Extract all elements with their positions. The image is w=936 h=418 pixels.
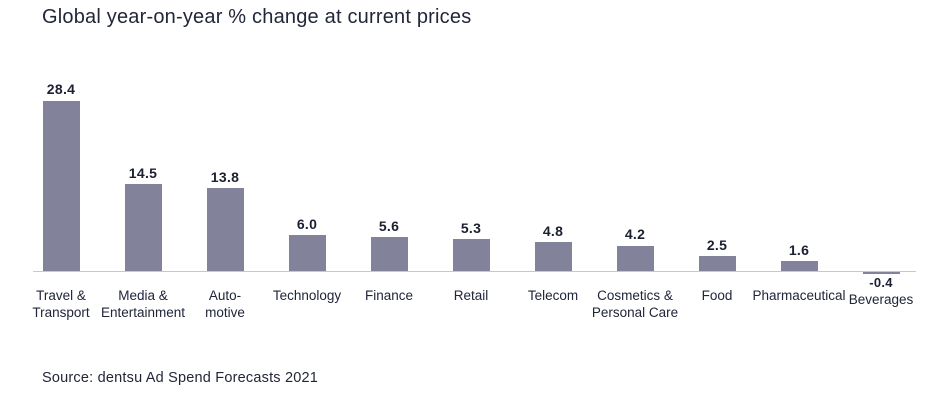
bar-value-label: 6.0 <box>296 215 318 232</box>
bar-column: 14.5 <box>102 164 184 271</box>
category-label: Media & Entertainment <box>100 288 186 320</box>
bar-value-label: 5.3 <box>460 219 482 236</box>
bar-column: 6.0 <box>266 215 348 271</box>
bar-column: 5.6 <box>348 218 430 271</box>
category-column: Technology <box>266 272 348 322</box>
bar-column: 13.8 <box>184 168 266 271</box>
category-label: Retail <box>453 288 489 303</box>
category-column: Cosmetics & Personal Care <box>591 272 679 322</box>
bar <box>698 256 736 271</box>
bar-value-label: -0.4 <box>869 275 893 291</box>
bar <box>452 239 490 271</box>
category-label: Pharmaceutical <box>752 288 846 303</box>
bar <box>288 235 326 271</box>
bar-value-label: 14.5 <box>128 164 158 181</box>
bar <box>124 184 162 271</box>
category-label: Food <box>701 288 733 303</box>
category-column: Auto- motive <box>184 272 266 322</box>
chart-title: Global year-on-year % change at current … <box>42 6 472 28</box>
category-column: Travel & Transport <box>20 272 102 322</box>
category-label: Auto- motive <box>205 288 245 320</box>
bar <box>616 245 654 271</box>
bars-row: 28.4 14.5 13.8 6.0 5.6 5.3 4.8 4.2 2.5 1.6 <box>20 46 922 271</box>
bar-value-label: 5.6 <box>378 218 400 235</box>
category-column: Media & Entertainment <box>100 272 186 322</box>
category-label: Beverages <box>848 291 914 307</box>
negative-bar <box>862 272 900 275</box>
category-column: Pharmaceutical <box>752 272 845 322</box>
bar-column: 4.8 <box>512 222 594 271</box>
bar-column: 2.5 <box>676 236 758 271</box>
bar-column: 4.2 <box>594 227 676 271</box>
x-axis-line <box>33 271 916 272</box>
bar-value-label: 2.5 <box>706 236 728 253</box>
bar-chart: 28.4 14.5 13.8 6.0 5.6 5.3 4.8 4.2 2.5 1.6 Travel… <box>20 46 922 322</box>
bar <box>534 242 572 271</box>
bar-column: 28.4 <box>20 81 102 271</box>
bar <box>206 188 244 271</box>
category-label: Telecom <box>527 288 579 303</box>
bar <box>780 261 818 271</box>
bar-column: 1.6 <box>758 242 840 271</box>
bar-value-label: 4.2 <box>624 226 646 243</box>
category-labels-row: Travel & Transport Media & Entertainment A… <box>20 272 922 322</box>
source-note: Source: dentsu Ad Spend Forecasts 2021 <box>42 370 319 386</box>
category-label: Travel & Transport <box>32 288 90 320</box>
bar-value-label: 28.4 <box>46 81 76 98</box>
category-column: Retail <box>430 272 512 322</box>
bar-value-label: 4.8 <box>542 222 564 239</box>
bar <box>42 100 80 271</box>
bar <box>370 237 408 271</box>
category-column: Finance <box>348 272 430 322</box>
category-label: Technology <box>272 288 342 303</box>
category-column: Food <box>676 272 758 322</box>
category-column: -0.4 Beverages <box>840 272 922 322</box>
category-column: Telecom <box>512 272 594 322</box>
category-label: Finance <box>364 288 414 303</box>
bar-value-label: 13.8 <box>210 168 240 185</box>
category-label: Cosmetics & Personal Care <box>591 288 679 320</box>
bar-column: 5.3 <box>430 219 512 271</box>
bar-value-label: 1.6 <box>788 242 810 259</box>
